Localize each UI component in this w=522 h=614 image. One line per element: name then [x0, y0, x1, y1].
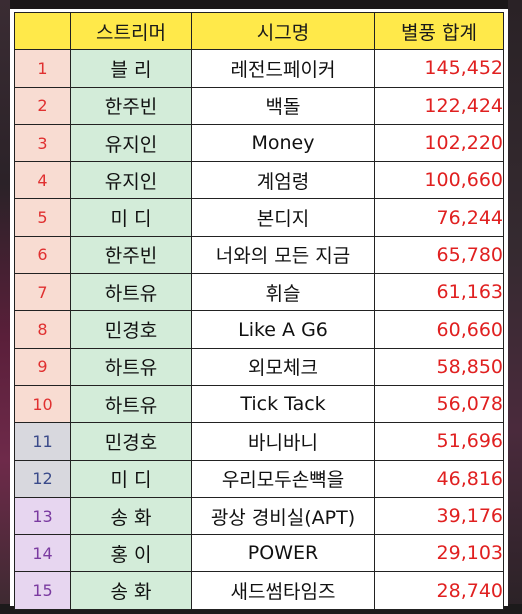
streamer-name: 민경호: [70, 422, 192, 461]
stream-background-left: [0, 0, 10, 614]
signature-name: POWER: [191, 534, 375, 573]
streamer-name: 유지인: [70, 161, 192, 200]
table-row: 3 유지인 Money 102,220: [14, 123, 504, 163]
streamer-name: 미 디: [70, 198, 192, 237]
table-row: 12 미 디 우리모두손뼉을 46,816: [14, 459, 504, 498]
streamer-name: 한주빈: [70, 235, 192, 275]
star-balloon-total: 145,452: [374, 49, 504, 88]
streamer-name: 송 화: [70, 496, 192, 536]
table-row: 15 송 화 새드썸타임즈 28,740: [14, 571, 504, 610]
rank-number: 10: [14, 384, 71, 424]
streamer-name: 한주빈: [70, 86, 192, 125]
header-streamer: 스트리머: [70, 11, 192, 51]
rank-number: 5: [14, 198, 71, 237]
rank-number: 3: [14, 123, 71, 163]
table-row: 8 민경호 Like A G6 60,660: [14, 310, 504, 349]
signature-name: 휘슬: [191, 273, 375, 312]
signature-name: 외모체크: [191, 347, 375, 386]
signature-name: 계엄령: [191, 161, 375, 200]
table-row: 10 하트유 Tick Tack 56,078: [14, 384, 504, 424]
rank-number: 11: [14, 422, 71, 461]
signature-name: 바니바니: [191, 422, 375, 461]
signature-name: 광상 경비실(APT): [191, 496, 375, 536]
signature-name: Money: [191, 123, 375, 163]
table-row: 4 유지인 계엄령 100,660: [14, 161, 504, 200]
star-balloon-total: 29,103: [374, 534, 504, 573]
streamer-name: 블 리: [70, 49, 192, 88]
signature-name: 너와의 모든 지금: [191, 235, 375, 275]
signature-name: 우리모두손뼉을: [191, 459, 375, 498]
star-balloon-total: 100,660: [374, 161, 504, 200]
star-balloon-total: 60,660: [374, 310, 504, 349]
signature-name: 새드썸타임즈: [191, 571, 375, 610]
star-balloon-total: 28,740: [374, 571, 504, 610]
table-row: 14 홍 이 POWER 29,103: [14, 534, 504, 573]
star-balloon-total: 102,220: [374, 123, 504, 163]
table-header-row: 스트리머 시그명 별풍 합계: [14, 11, 504, 51]
star-balloon-total: 46,816: [374, 459, 504, 498]
rank-number: 1: [14, 49, 71, 88]
streamer-name: 홍 이: [70, 534, 192, 573]
signature-name: Tick Tack: [191, 384, 375, 424]
header-signature: 시그명: [191, 11, 375, 51]
star-balloon-total: 61,163: [374, 273, 504, 312]
rank-number: 7: [14, 273, 71, 312]
streamer-name: 하트유: [70, 347, 192, 386]
streamer-name: 유지인: [70, 123, 192, 163]
star-balloon-total: 39,176: [374, 496, 504, 536]
table-row: 9 하트유 외모체크 58,850: [14, 347, 504, 386]
rank-number: 9: [14, 347, 71, 386]
rank-number: 8: [14, 310, 71, 349]
star-balloon-total: 76,244: [374, 198, 504, 237]
star-balloon-total: 56,078: [374, 384, 504, 424]
streamer-name: 민경호: [70, 310, 192, 349]
rank-number: 13: [14, 496, 71, 536]
table-row: 13 송 화 광상 경비실(APT) 39,176: [14, 496, 504, 536]
star-balloon-total: 58,850: [374, 347, 504, 386]
rank-number: 12: [14, 459, 71, 498]
rank-number: 6: [14, 235, 71, 275]
stream-background-right: [508, 0, 522, 614]
rank-number: 2: [14, 86, 71, 125]
header-total: 별풍 합계: [374, 11, 504, 51]
signature-name: 본디지: [191, 198, 375, 237]
table-row: 7 하트유 휘슬 61,163: [14, 273, 504, 312]
rank-number: 4: [14, 161, 71, 200]
star-balloon-total: 51,696: [374, 422, 504, 461]
table-row: 11 민경호 바니바니 51,696: [14, 422, 504, 461]
header-rank: [14, 11, 71, 51]
streamer-name: 하트유: [70, 273, 192, 312]
rank-number: 15: [14, 571, 71, 610]
signature-name: 백돌: [191, 86, 375, 125]
signature-name: 레전드페이커: [191, 49, 375, 88]
star-balloon-total: 122,424: [374, 86, 504, 125]
streamer-name: 미 디: [70, 459, 192, 498]
star-balloon-total: 65,780: [374, 235, 504, 275]
rank-number: 14: [14, 534, 71, 573]
streamer-name: 하트유: [70, 384, 192, 424]
streamer-name: 송 화: [70, 571, 192, 610]
table-row: 2 한주빈 백돌 122,424: [14, 86, 504, 125]
signature-name: Like A G6: [191, 310, 375, 349]
table-row: 6 한주빈 너와의 모든 지금 65,780: [14, 235, 504, 275]
